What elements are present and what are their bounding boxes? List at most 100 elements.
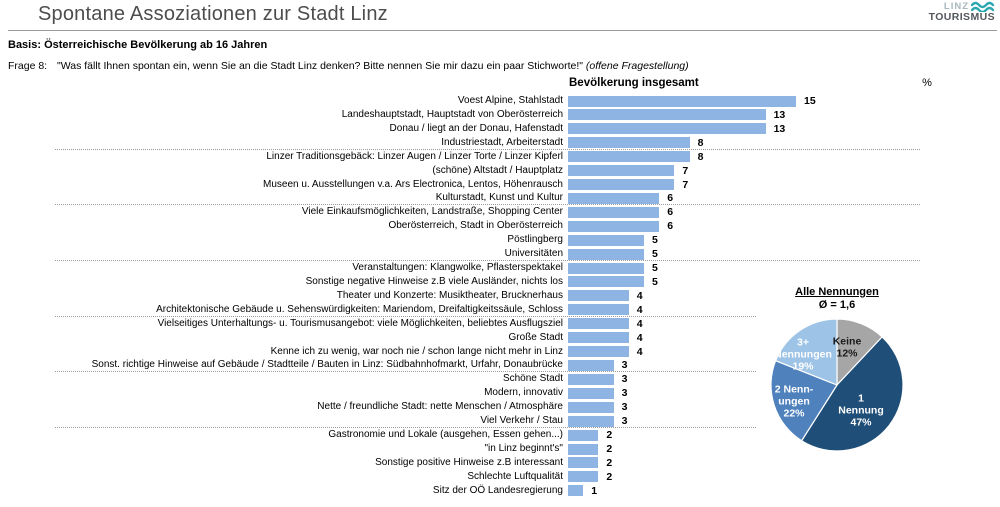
bar-value-label: 2: [606, 443, 613, 455]
pie-slice-label: 1 Nennung 47%: [838, 393, 884, 429]
question-quote: "Was fällt Ihnen spontan ein, wenn Sie a…: [57, 60, 586, 72]
bar-row: Voest Alpine, Stahlstadt 15: [0, 94, 1000, 108]
bar-value-label: 2: [606, 456, 613, 469]
pie-chart-header: Alle Nennungen Ø = 1,6: [759, 286, 915, 312]
bar: [568, 290, 629, 302]
bar-category-label: Schöne Stadt: [502, 373, 563, 385]
bar-value-label: 6: [667, 206, 674, 219]
group-separator-line: [55, 148, 920, 150]
bar-category-label: Schlechte Luftqualität: [467, 470, 563, 482]
bar-value-label: 3: [621, 359, 628, 372]
bar-row: Theater und Konzerte: Musiktheater, Bruc…: [0, 289, 1000, 303]
page-title: Spontane Assoziationen zur Stadt Linz: [38, 3, 388, 25]
bar: [568, 262, 644, 274]
bar-category-label: Modern, innovativ: [484, 387, 563, 399]
bar: [568, 95, 796, 107]
bar-category-label: Theater und Konzerte: Musiktheater, Bruc…: [336, 289, 563, 301]
bar-row: Schlechte Luftqualität 2: [0, 470, 1000, 484]
bar-value-label: 3: [621, 373, 628, 386]
bar-value-label: 4: [636, 331, 643, 344]
bar: [568, 234, 644, 246]
bar-category-label: Sonstige positive Hinweise z.B interessa…: [375, 456, 563, 468]
bar-category-label: Voest Alpine, Stahlstadt: [457, 95, 563, 106]
bar-category-label: Oberösterreich, Stadt in Oberösterreich: [388, 220, 563, 232]
bar-row: Schöne Stadt 3: [0, 372, 1000, 386]
bar-value-label: 5: [652, 234, 658, 247]
bar-row: Kulturstadt, Kunst und Kultur 6: [0, 191, 1000, 205]
bar-category-label: Nette / freundliche Stadt: nette Mensche…: [317, 401, 563, 413]
linz-tourismus-logo: LINZ TOURISMUS: [915, 1, 995, 23]
bar: [568, 123, 766, 135]
group-separator-line: [55, 315, 756, 317]
bar: [568, 387, 614, 399]
bar-category-label: Donau / liegt an der Donau, Hafenstadt: [389, 122, 563, 134]
bar: [568, 485, 584, 497]
bar-value-label: 3: [621, 415, 628, 428]
bar: [568, 165, 675, 177]
bar-category-label: Große Stadt: [508, 331, 563, 343]
bar-category-label: Gastronomie und Lokale (ausgehen, Essen …: [328, 429, 563, 441]
bar-row: Viele Einkaufsmöglichkeiten, Landstraße,…: [0, 205, 1000, 219]
pie-chart-title: Alle Nennungen: [795, 286, 879, 298]
bar-value-label: 7: [682, 178, 689, 191]
bar-row: Kenne ich zu wenig, war noch nie / schon…: [0, 345, 1000, 359]
bar-value-label: 8: [697, 136, 704, 149]
bar-category-label: Landeshauptstadt, Hauptstadt von Oberöst…: [341, 108, 563, 120]
bar-value-label: 13: [773, 122, 786, 135]
bar-row: Landeshauptstadt, Hauptstadt von Oberöst…: [0, 108, 1000, 122]
bar-row: Museen u. Ausstellungen v.a. Ars Electro…: [0, 178, 1000, 192]
group-separator-line: [55, 371, 756, 373]
bar: [568, 179, 675, 191]
bar: [568, 346, 629, 358]
bar-value-label: 7: [682, 164, 689, 177]
bar: [568, 443, 599, 455]
bar-row: Pöstlingberg 5: [0, 233, 1000, 247]
group-separator-line: [55, 260, 920, 262]
pie-chart: Keine 12% 1 Nennung 47% 2 Nenn-ungen 22% 3+ Nenn…: [770, 318, 904, 452]
question-text: "Was fällt Ihnen spontan ein, wenn Sie a…: [57, 60, 689, 72]
bar: [568, 151, 690, 163]
bar-category-label: Industriestadt, Arbeiterstadt: [441, 136, 563, 148]
bar-value-label: 5: [652, 262, 658, 275]
bar-value-label: 3: [621, 401, 628, 414]
bar-value-label: 3: [621, 387, 628, 400]
bar-value-label: 4: [636, 317, 643, 330]
bar-category-label: Museen u. Ausstellungen v.a. Ars Electro…: [263, 178, 563, 190]
bar-row: "in Linz beginnt's" 2: [0, 442, 1000, 456]
bar: [568, 429, 599, 441]
bar-category-label: Kulturstadt, Kunst und Kultur: [435, 192, 563, 204]
question-number-label: Frage 8:: [8, 60, 48, 72]
bar-category-label: (schöne) Altstadt / Hauptplatz: [432, 164, 563, 176]
bar-chart-title: Bevölkerung insgesamt: [569, 77, 699, 89]
group-separator-line: [55, 427, 756, 429]
bar-category-label: Universitäten: [504, 248, 563, 260]
bar-row: Sonstige negative Hinweise z.B viele Aus…: [0, 275, 1000, 289]
bar: [568, 471, 599, 483]
bar-category-label: Kenne ich zu wenig, war noch nie / schon…: [270, 345, 563, 357]
bar-row: Donau / liegt an der Donau, Hafenstadt 13: [0, 122, 1000, 136]
bar-category-label: Viel Verkehr / Stau: [480, 415, 563, 427]
bar-category-label: "in Linz beginnt's": [484, 443, 563, 454]
bar-value-label: 6: [667, 192, 674, 205]
group-separator-line: [55, 204, 920, 206]
bar-value-label: 2: [606, 470, 613, 483]
pie-slice-label: 2 Nenn-ungen 22%: [775, 384, 814, 420]
logo-text-tourismus: TOURISMUS: [928, 11, 995, 23]
bar: [568, 206, 660, 218]
bar-row: Große Stadt 4: [0, 331, 1000, 345]
bar-row: Modern, innovativ 3: [0, 386, 1000, 400]
bar: [568, 457, 599, 469]
bar-value-label: 4: [636, 345, 643, 358]
bar-row: Oberösterreich, Stadt in Oberösterreich 6: [0, 219, 1000, 233]
bar-value-label: 8: [697, 150, 704, 163]
bar-value-label: 4: [636, 303, 643, 316]
bar-row: Gastronomie und Lokale (ausgehen, Essen …: [0, 428, 1000, 442]
basis-line: Basis: Österreichische Bevölkerung ab 16…: [8, 39, 268, 51]
pie-slice: [770, 360, 838, 442]
pie-slice-label: Keine 12%: [833, 336, 862, 360]
pie-chart-average: Ø = 1,6: [818, 299, 856, 311]
bar: [568, 137, 690, 149]
bar-category-label: Sonstige negative Hinweise z.B viele Aus…: [305, 275, 563, 287]
bar-value-label: 2: [606, 429, 613, 442]
bar: [568, 192, 660, 204]
